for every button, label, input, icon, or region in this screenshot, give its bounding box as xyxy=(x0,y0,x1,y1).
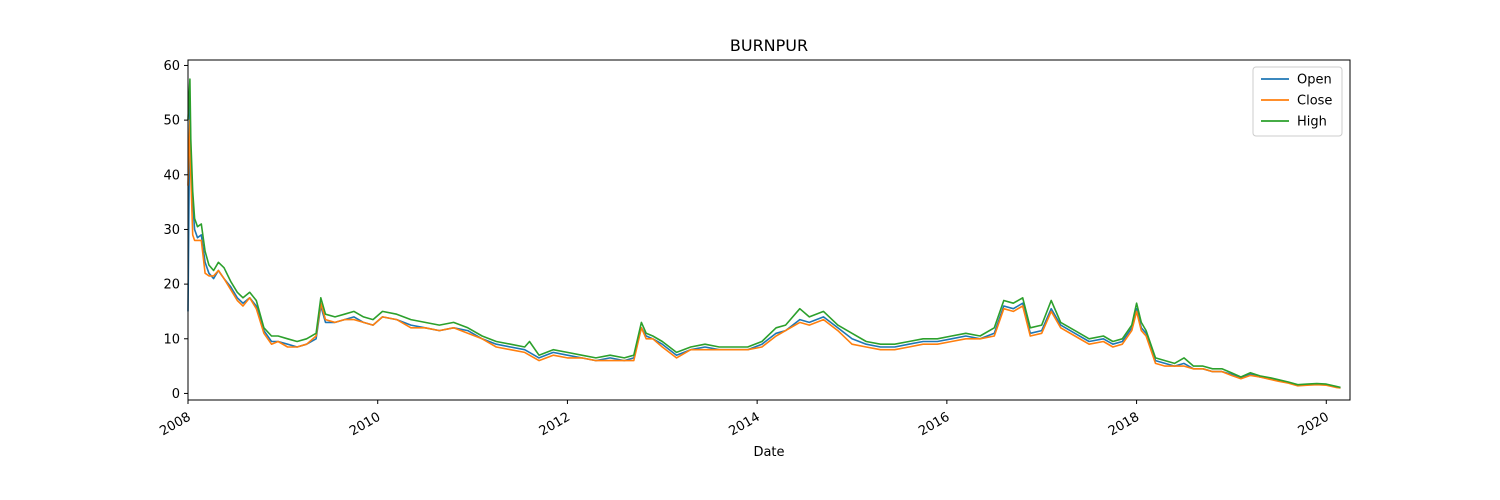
series-line-close xyxy=(187,119,1341,389)
series-layer xyxy=(187,78,1341,389)
y-tick-label: 10 xyxy=(163,332,180,347)
legend-label-high: High xyxy=(1297,115,1327,130)
x-axis-label: Date xyxy=(753,445,784,460)
y-tick-label: 40 xyxy=(163,168,180,183)
legend-label-close: Close xyxy=(1297,94,1332,109)
legend-label-open: Open xyxy=(1297,73,1332,88)
y-tick-label: 30 xyxy=(163,223,180,238)
y-axis: 0 10 20 30 40 50 60 xyxy=(163,59,188,402)
y-tick-label: 50 xyxy=(163,114,180,129)
y-tick-label: 0 xyxy=(172,387,180,402)
legend-box xyxy=(1252,66,1343,137)
y-tick-label: 20 xyxy=(163,278,180,293)
legend: Open Close High xyxy=(1252,66,1343,137)
chart-title: BURNPUR xyxy=(730,36,808,55)
series-line-high xyxy=(187,78,1341,389)
y-tick-label: 60 xyxy=(163,59,180,74)
plot-area-frame xyxy=(187,59,1351,401)
